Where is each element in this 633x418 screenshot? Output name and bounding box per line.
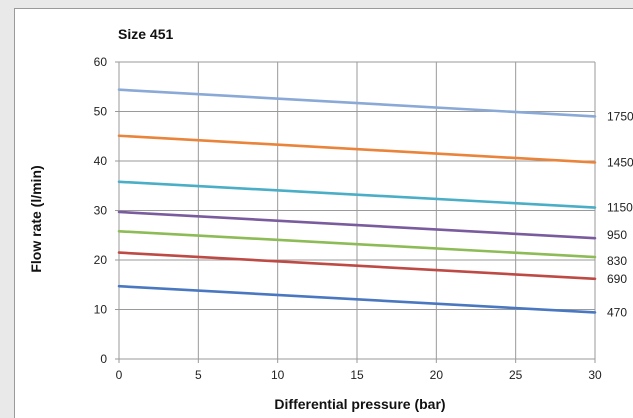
y-axis-ticks: 0 10 20 30 40 50 60 bbox=[94, 55, 108, 366]
y-axis-title: Flow rate (l/min) bbox=[28, 165, 44, 272]
series-labels: 1750 1450 1150 950 830 690 470 bbox=[607, 109, 633, 319]
y-tick-label: 50 bbox=[94, 105, 108, 119]
series-line-1450 bbox=[117, 134, 597, 164]
x-axis-ticks: 0 5 10 15 20 25 30 bbox=[116, 368, 602, 382]
series-label-1150: 1150 bbox=[607, 201, 633, 215]
flow-rate-chart: Size 451 0 5 10 15 20 25 30 0 10 20 30 40 50 60 1750… bbox=[28, 26, 633, 412]
y-tick-label: 20 bbox=[94, 253, 108, 267]
series-line-830 bbox=[117, 229, 597, 259]
series-label-690: 690 bbox=[607, 272, 627, 286]
series-label-1450: 1450 bbox=[607, 155, 633, 169]
x-tick-label: 5 bbox=[195, 368, 202, 382]
x-tick-label: 20 bbox=[430, 368, 444, 382]
series-line-690 bbox=[117, 251, 597, 281]
series-label-470: 470 bbox=[607, 305, 627, 319]
chart-frame: Size 451 0 5 10 15 20 25 30 0 10 20 30 40 50 60 1750… bbox=[14, 8, 633, 418]
series-line-1150 bbox=[117, 180, 597, 209]
y-tick-label: 40 bbox=[94, 154, 108, 168]
series-lines bbox=[117, 88, 597, 314]
series-line-950 bbox=[117, 210, 597, 240]
x-tick-label: 15 bbox=[350, 368, 364, 382]
x-axis-title: Differential pressure (bar) bbox=[274, 396, 445, 412]
grid-lines bbox=[115, 61, 596, 363]
series-label-830: 830 bbox=[607, 254, 627, 268]
series-line-470 bbox=[117, 284, 597, 314]
series-label-1750: 1750 bbox=[607, 109, 633, 123]
chart-title: Size 451 bbox=[118, 26, 173, 42]
x-tick-label: 25 bbox=[509, 368, 523, 382]
y-tick-label: 10 bbox=[94, 303, 108, 317]
y-tick-label: 0 bbox=[100, 352, 107, 366]
series-line-1750 bbox=[117, 88, 597, 118]
x-tick-label: 30 bbox=[588, 368, 602, 382]
series-label-950: 950 bbox=[607, 228, 627, 242]
x-tick-label: 10 bbox=[271, 368, 285, 382]
x-tick-label: 0 bbox=[116, 368, 123, 382]
y-tick-label: 60 bbox=[94, 55, 108, 69]
y-tick-label: 30 bbox=[94, 204, 108, 218]
